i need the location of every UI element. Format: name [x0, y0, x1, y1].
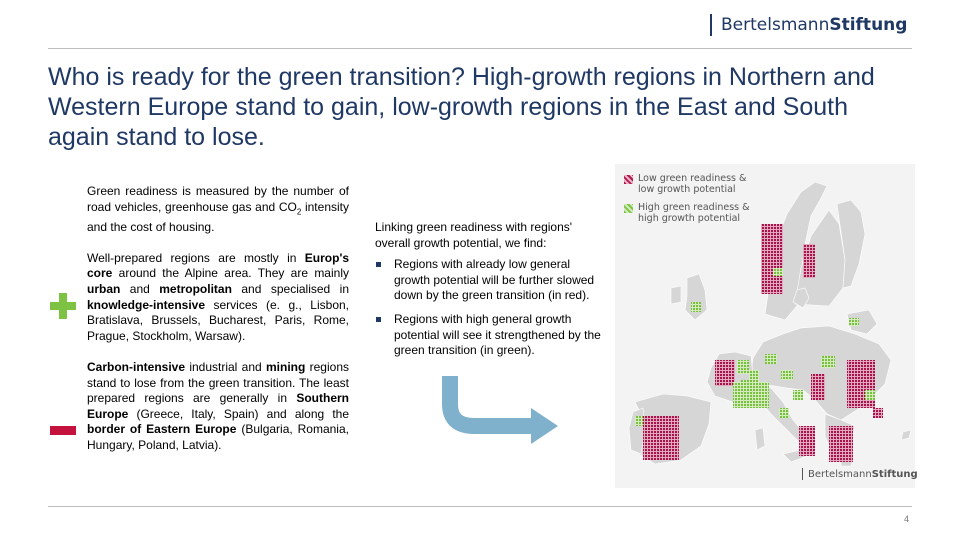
region-green-uk: [691, 302, 701, 312]
brand-logo: Bertelsmann Stiftung: [710, 12, 907, 38]
region-red-bulgaria: [873, 408, 883, 418]
middle-text-block: Linking green readiness with regions' ov…: [375, 220, 605, 367]
region-green-germany: [765, 354, 777, 364]
map-brand-logo: Bertelsmann Stiftung: [802, 468, 918, 480]
findings-list: Regions with already low general growth …: [375, 257, 605, 359]
curved-arrow-icon: [442, 376, 558, 444]
region-green-bucharest: [865, 390, 875, 400]
map-legend: Low green readiness & low growth potenti…: [622, 173, 762, 231]
europe-map: [615, 164, 915, 488]
region-green-stockholm: [773, 268, 783, 276]
low-readiness-regions: [643, 224, 883, 462]
region-red-sweden: [761, 224, 783, 294]
paragraph-carbon-intensive: Carbon-intensive industrial and mining r…: [87, 359, 349, 452]
region-green-warsaw: [821, 356, 835, 368]
legend-swatch-green: [624, 204, 633, 213]
bottom-divider: [48, 506, 912, 507]
region-green-rome: [779, 408, 789, 418]
slide-title: Who is ready for the green transition? H…: [48, 63, 875, 151]
paragraph-well-prepared: Well-prepared regions are mostly in Euro…: [87, 250, 349, 343]
region-green-belgium: [737, 360, 749, 374]
region-red-finland: [803, 244, 815, 278]
region-green-alps: [733, 382, 769, 408]
map-graphic: [628, 181, 912, 467]
legend-item-high: High green readiness & high growth poten…: [622, 202, 762, 224]
region-red-hungary: [811, 374, 825, 400]
region-green-luxembourg: [749, 370, 759, 382]
finding-bullet: Regions with already low general growth …: [375, 257, 605, 304]
brand-name-part2: Stiftung: [829, 15, 908, 35]
left-text-block: Green readiness is measured by the numbe…: [87, 184, 349, 469]
middle-intro: Linking green readiness with regions' ov…: [375, 220, 573, 250]
region-red-greece: [829, 426, 853, 462]
region-green-bratislava: [793, 390, 803, 400]
region-green-lisbon: [635, 416, 643, 426]
legend-swatch-red: [624, 175, 633, 184]
brand-name-part1: Bertelsmann: [721, 15, 830, 35]
brand-bar: [710, 14, 712, 36]
finding-bullet: Regions with high general growth potenti…: [375, 312, 605, 359]
region-red-south-italy: [799, 426, 815, 456]
bullet-square-icon: [376, 316, 381, 322]
map-brand-bar: [802, 468, 803, 480]
minus-icon: [50, 426, 76, 435]
legend-item-low: Low green readiness & low growth potenti…: [622, 173, 762, 195]
plus-icon: [50, 293, 76, 319]
top-divider: [48, 48, 912, 49]
region-green-baltic: [849, 318, 859, 326]
region-red-france-west: [715, 360, 735, 386]
page-number: 4: [904, 514, 910, 524]
high-readiness-regions: [635, 268, 875, 426]
region-red-spain: [643, 416, 679, 460]
paragraph-measurement: Green readiness is measured by the numbe…: [87, 184, 349, 234]
region-red-romania: [847, 360, 875, 408]
bullet-square-icon: [376, 262, 381, 268]
region-green-prague: [781, 370, 793, 380]
